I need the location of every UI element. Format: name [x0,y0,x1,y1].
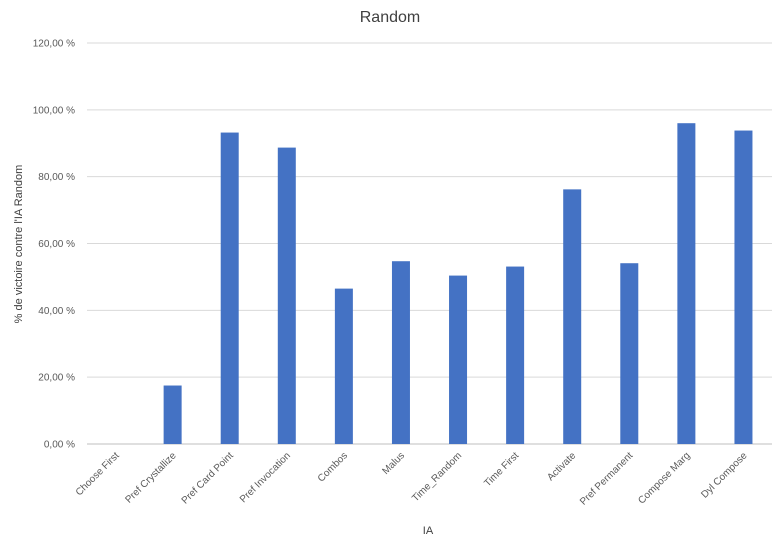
y-tick-label: 60,00 % [38,239,75,250]
bars [163,123,753,444]
y-axis-ticks: 0,00 % 20,00 % 40,00 % 60,00 % 80,00 % 100,00… [33,39,75,451]
bar [449,275,468,444]
x-tick-label: Time_Random [410,450,464,504]
x-tick-label: Time First [482,450,521,489]
x-tick-label: Combos [316,450,350,484]
x-tick-label: Pref Crystallize [123,450,179,506]
bar [163,385,182,444]
x-tick-label: Activate [545,450,578,483]
x-tick-label: Pref Permanent [578,450,635,507]
y-tick-label: 100,00 % [33,105,75,116]
bar [506,266,525,444]
y-axis-title: % de victoire contre l'IA Random [13,165,25,324]
gridlines [87,42,772,445]
bar [734,130,753,444]
bar [220,132,239,444]
x-tick-label: Compose Marg [636,450,692,506]
x-tick-label: Malus [380,450,407,477]
bar [620,263,639,444]
x-axis-ticks: Choose First Pref Crystallize Pref Card Po… [74,450,750,508]
x-axis-title: IA [423,525,434,537]
bar [563,189,582,444]
bar [391,261,410,444]
y-tick-label: 40,00 % [38,306,75,317]
x-tick-label: Pref Card Point [180,450,236,506]
x-tick-label: Dyl Compose [699,450,750,501]
x-tick-label: Choose First [74,450,122,498]
y-tick-label: 0,00 % [44,440,75,451]
y-tick-label: 20,00 % [38,373,75,384]
bar [677,123,696,444]
y-tick-label: 120,00 % [33,39,75,50]
bar [277,147,296,444]
x-tick-label: Pref Invocation [238,450,293,505]
y-tick-label: 80,00 % [38,172,75,183]
chart-title: Random [360,9,420,26]
bar [334,288,353,444]
